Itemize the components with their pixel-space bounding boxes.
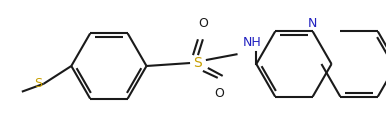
Text: N: N [308,17,317,31]
Text: S: S [35,77,43,90]
Text: NH: NH [242,36,261,49]
Text: O: O [198,17,208,30]
Text: S: S [194,56,202,70]
Text: O: O [214,87,223,100]
